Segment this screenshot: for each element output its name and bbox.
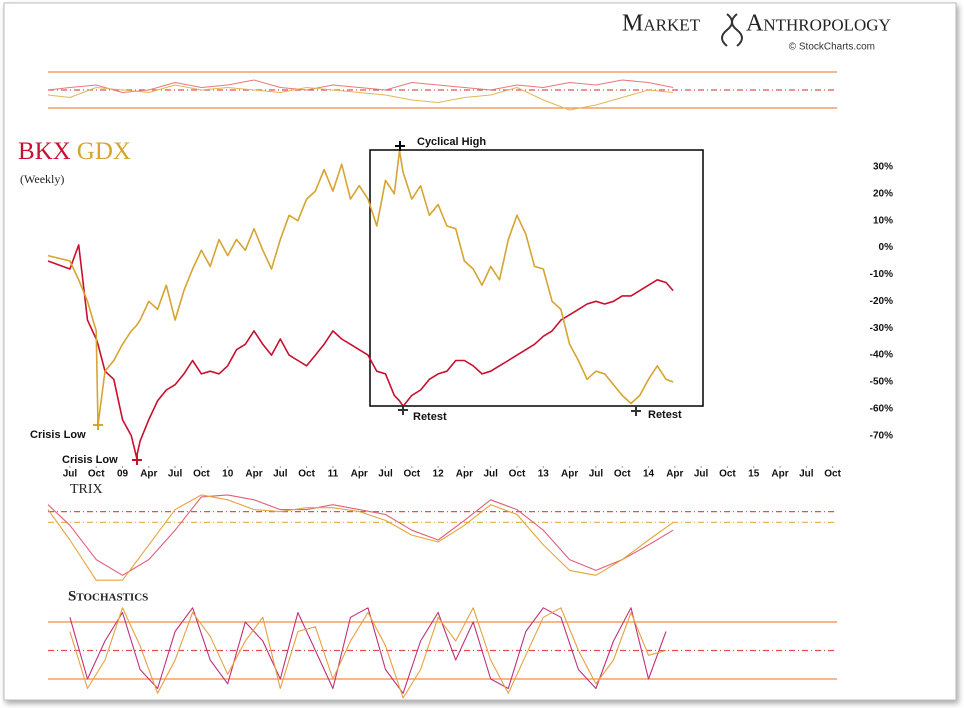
- series-line: [69, 607, 667, 699]
- x-tick-label: 13: [538, 469, 550, 480]
- credit: © StockCharts.com: [789, 42, 875, 53]
- series-line: [47, 84, 674, 111]
- series-line: [47, 244, 674, 458]
- trix-title: TRIX: [70, 482, 103, 497]
- annotation: Cyclical High: [417, 136, 486, 148]
- x-tick-label: Apr: [245, 469, 262, 480]
- annotation: Crisis Low: [30, 429, 86, 441]
- subtitle: (Weekly): [20, 172, 64, 186]
- annotation-marker: [93, 420, 103, 430]
- y-tick-label: -60%: [870, 403, 893, 414]
- x-tick-label: Jul: [483, 469, 498, 480]
- x-tick-label: Oct: [403, 469, 420, 480]
- annotation: Crisis Low: [62, 454, 118, 466]
- logo: [721, 13, 743, 47]
- y-tick-label: -50%: [870, 377, 893, 388]
- x-tick-label: 14: [643, 469, 655, 480]
- x-tick-label: Apr: [561, 469, 578, 480]
- series-line: [69, 607, 667, 694]
- y-tick-label: 20%: [873, 188, 893, 199]
- y-tick-label: 30%: [873, 162, 893, 173]
- x-tick-label: Jul: [63, 469, 78, 480]
- x-tick-label: 15: [748, 469, 760, 480]
- x-tick-label: Jul: [799, 469, 814, 480]
- y-tick-label: -40%: [870, 350, 893, 361]
- x-tick-label: Apr: [140, 469, 157, 480]
- series-line: [47, 79, 674, 93]
- x-tick-label: Oct: [298, 469, 315, 480]
- x-tick-label: Oct: [719, 469, 736, 480]
- x-tick-label: Oct: [509, 469, 526, 480]
- annotation-marker: [395, 141, 405, 151]
- x-tick-label: Oct: [193, 469, 210, 480]
- y-tick-label: -30%: [870, 323, 893, 334]
- legend-entry: BKX: [18, 138, 71, 165]
- y-tick-label: 0%: [879, 242, 894, 253]
- x-tick-label: 09: [117, 469, 129, 480]
- x-tick-label: 10: [222, 469, 234, 480]
- x-tick-label: Jul: [589, 469, 604, 480]
- series-line: [47, 150, 674, 426]
- x-tick-label: Apr: [351, 469, 368, 480]
- x-tick-label: Jul: [378, 469, 393, 480]
- x-tick-label: Oct: [824, 469, 841, 480]
- annotation: Retest: [648, 409, 682, 421]
- x-tick-label: Oct: [614, 469, 631, 480]
- stoch-title: Stochastics: [68, 588, 148, 604]
- x-tick-label: Apr: [771, 469, 788, 480]
- x-tick-label: Oct: [88, 469, 105, 480]
- x-tick-label: 11: [328, 469, 339, 480]
- highlight-box: [369, 149, 704, 407]
- annotation-marker: [631, 406, 641, 416]
- annotation-marker: [132, 455, 142, 465]
- x-tick-label: Apr: [456, 469, 473, 480]
- frame: [3, 2, 957, 701]
- legend: BKX GDX: [18, 138, 131, 165]
- annotation-marker: [398, 405, 408, 415]
- x-tick-label: Jul: [273, 469, 288, 480]
- y-tick-label: 10%: [873, 215, 893, 226]
- y-tick-label: -70%: [870, 430, 893, 441]
- x-tick-label: Jul: [168, 469, 183, 480]
- legend-entry: GDX: [77, 138, 131, 165]
- series-line: [47, 494, 674, 576]
- x-tick-label: Jul: [694, 469, 709, 480]
- y-tick-label: -10%: [870, 269, 893, 280]
- y-tick-label: -20%: [870, 296, 893, 307]
- brand-left: Market: [622, 11, 701, 37]
- series-line: [47, 494, 674, 581]
- brand-right: Anthropology: [746, 11, 891, 37]
- x-tick-label: 12: [433, 469, 445, 480]
- annotation: Retest: [413, 411, 447, 423]
- x-tick-label: Apr: [666, 469, 683, 480]
